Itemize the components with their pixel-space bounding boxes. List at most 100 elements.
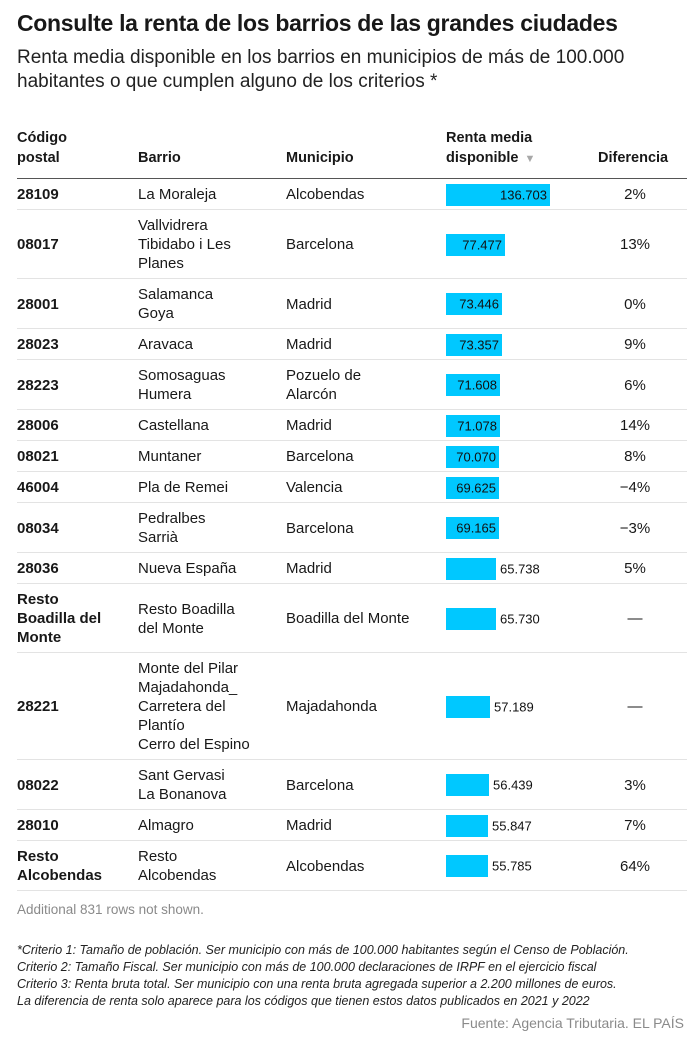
header-renta[interactable]: Renta media disponible ▼ [446, 128, 535, 169]
cell-barrio: Pla de Remei [138, 472, 278, 503]
table-row: 08034 Pedralbes Sarrià Barcelona 69.165 −3% [0, 503, 690, 553]
cell-municipio: Madrid [286, 410, 436, 441]
codigo-lines: 28109 [17, 185, 59, 204]
table-row: Resto Boadilla del Monte Resto Boadilla del … [0, 584, 690, 653]
cell-diferencia: 0% [624, 295, 646, 313]
header-barrio[interactable]: Barrio [138, 150, 181, 166]
codigo-line: Alcobendas [17, 867, 103, 884]
barrio-line: Majadahonda_ [138, 679, 238, 696]
renta-bar [446, 293, 502, 315]
renta-value-label: 55.785 [492, 858, 532, 874]
municipio-line: Madrid [286, 560, 332, 577]
cell-barrio: La Moraleja [138, 179, 278, 210]
barrio-line: Carretera del [138, 698, 226, 715]
cell-codigo: 08034 [17, 503, 132, 553]
barrio-lines: Pedralbes Sarrià [138, 509, 206, 547]
cell-diferencia: 5% [624, 560, 646, 577]
renta-value-label: 69.625 [456, 480, 496, 495]
renta-value-label: 56.439 [493, 777, 533, 793]
cell-renta: 57.189 [446, 653, 586, 760]
codigo-lines: 28221 [17, 697, 59, 716]
cell-renta: 56.439 [446, 760, 586, 810]
row-divider [17, 359, 687, 360]
table-row: Resto Alcobendas Resto Alcobendas Alcobendas… [0, 841, 690, 891]
municipio-lines: Alcobendas [286, 185, 364, 204]
codigo-lines: Resto Boadilla del Monte [17, 590, 101, 647]
sort-down-triangle-icon[interactable]: ▼ [524, 153, 536, 165]
cell-renta: 71.608 [446, 360, 586, 410]
codigo-lines: Resto Alcobendas [17, 847, 102, 885]
barrio-line: Almagro [138, 817, 194, 834]
codigo-line: Monte [17, 629, 62, 646]
cell-barrio: Resto Boadilla del Monte [138, 584, 278, 653]
municipio-line: Pozuelo de [286, 367, 362, 384]
cell-diferencia: — [627, 698, 643, 715]
table-row: 08017 Vallvidrera Tibidabo i Les Planes Barc… [0, 210, 690, 279]
renta-value-label: 65.730 [500, 611, 540, 626]
cell-municipio: Madrid [286, 553, 436, 584]
barrio-line: Plantío [138, 717, 185, 734]
footnote-3: Criterio 3: Renta bruta total. Ser munic… [17, 977, 617, 991]
header-municipio[interactable]: Municipio [286, 150, 354, 166]
cell-renta: 77.477 [446, 210, 586, 279]
cell-codigo: 28006 [17, 410, 132, 441]
municipio-line: Valencia [286, 479, 343, 496]
codigo-line: Resto [17, 848, 59, 865]
municipio-line: Madrid [286, 817, 332, 834]
cell-diferencia: 3% [624, 776, 646, 794]
municipio-lines: Boadilla del Monte [286, 609, 409, 628]
row-divider [17, 583, 687, 584]
cell-municipio: Madrid [286, 329, 436, 360]
header-codigo-postal[interactable]: Código postal [17, 128, 67, 168]
barrio-lines: Almagro [138, 816, 194, 835]
cell-barrio: Almagro [138, 810, 278, 841]
cell-codigo: 28109 [17, 179, 132, 210]
header-diferencia[interactable]: Diferencia [598, 150, 669, 166]
barrio-line: Sarrià [138, 529, 179, 546]
codigo-line: 28001 [17, 295, 59, 313]
municipio-lines: Majadahonda [286, 697, 377, 716]
row-divider [17, 552, 687, 553]
barrio-lines: Sant Gervasi La Bonanova [138, 766, 226, 804]
cell-codigo: 28223 [17, 360, 132, 410]
table-row: 46004 Pla de Remei Valencia 69.625 −4% [0, 472, 690, 503]
row-divider [17, 471, 687, 472]
renta-bar [446, 374, 500, 396]
codigo-lines: 28010 [17, 816, 59, 835]
cell-renta: 70.070 [446, 441, 586, 472]
municipio-lines: Barcelona [286, 776, 354, 795]
table-row: 28223 Somosaguas Humera Pozuelo de Alarcón 71… [0, 360, 690, 410]
codigo-line: 08022 [17, 776, 59, 794]
cell-renta: 71.078 [446, 410, 586, 441]
barrio-line: del Monte [138, 619, 204, 637]
cell-municipio: Barcelona [286, 441, 436, 472]
municipio-line: Barcelona [286, 776, 354, 794]
cell-codigo: Resto Alcobendas [17, 841, 132, 891]
municipio-lines: Madrid [286, 559, 332, 578]
footnote-4: La diferencia de renta solo aparece para… [17, 994, 590, 1008]
cell-barrio: Resto Alcobendas [138, 841, 278, 891]
municipio-lines: Pozuelo de Alarcón [286, 366, 361, 404]
cell-municipio: Alcobendas [286, 179, 436, 210]
cell-diferencia: 9% [624, 336, 646, 353]
municipio-lines: Madrid [286, 816, 332, 835]
renta-bar [446, 517, 499, 539]
renta-value-label: 65.738 [500, 561, 540, 576]
cell-diferencia: −3% [619, 519, 651, 537]
cell-codigo: 28010 [17, 810, 132, 841]
renta-value-label: 57.189 [494, 699, 534, 714]
codigo-lines: 46004 [17, 478, 59, 497]
barrio-lines: Castellana [138, 416, 209, 435]
barrio-lines: Vallvidrera Tibidabo i Les Planes [138, 216, 231, 273]
cell-codigo: 28221 [17, 653, 132, 760]
barrio-lines: Monte del Pilar Majadahonda_ Carretera del… [138, 659, 250, 754]
renta-value-label: 73.446 [459, 296, 499, 312]
cell-diferencia: 7% [624, 817, 646, 834]
row-divider [17, 209, 687, 210]
table-row: 28001 Salamanca Goya Madrid 73.446 0% [0, 279, 690, 329]
barrio-line: La Bonanova [138, 786, 227, 803]
codigo-lines: 08021 [17, 447, 59, 466]
codigo-line: 08017 [17, 236, 59, 253]
cell-municipio: Madrid [286, 279, 436, 329]
